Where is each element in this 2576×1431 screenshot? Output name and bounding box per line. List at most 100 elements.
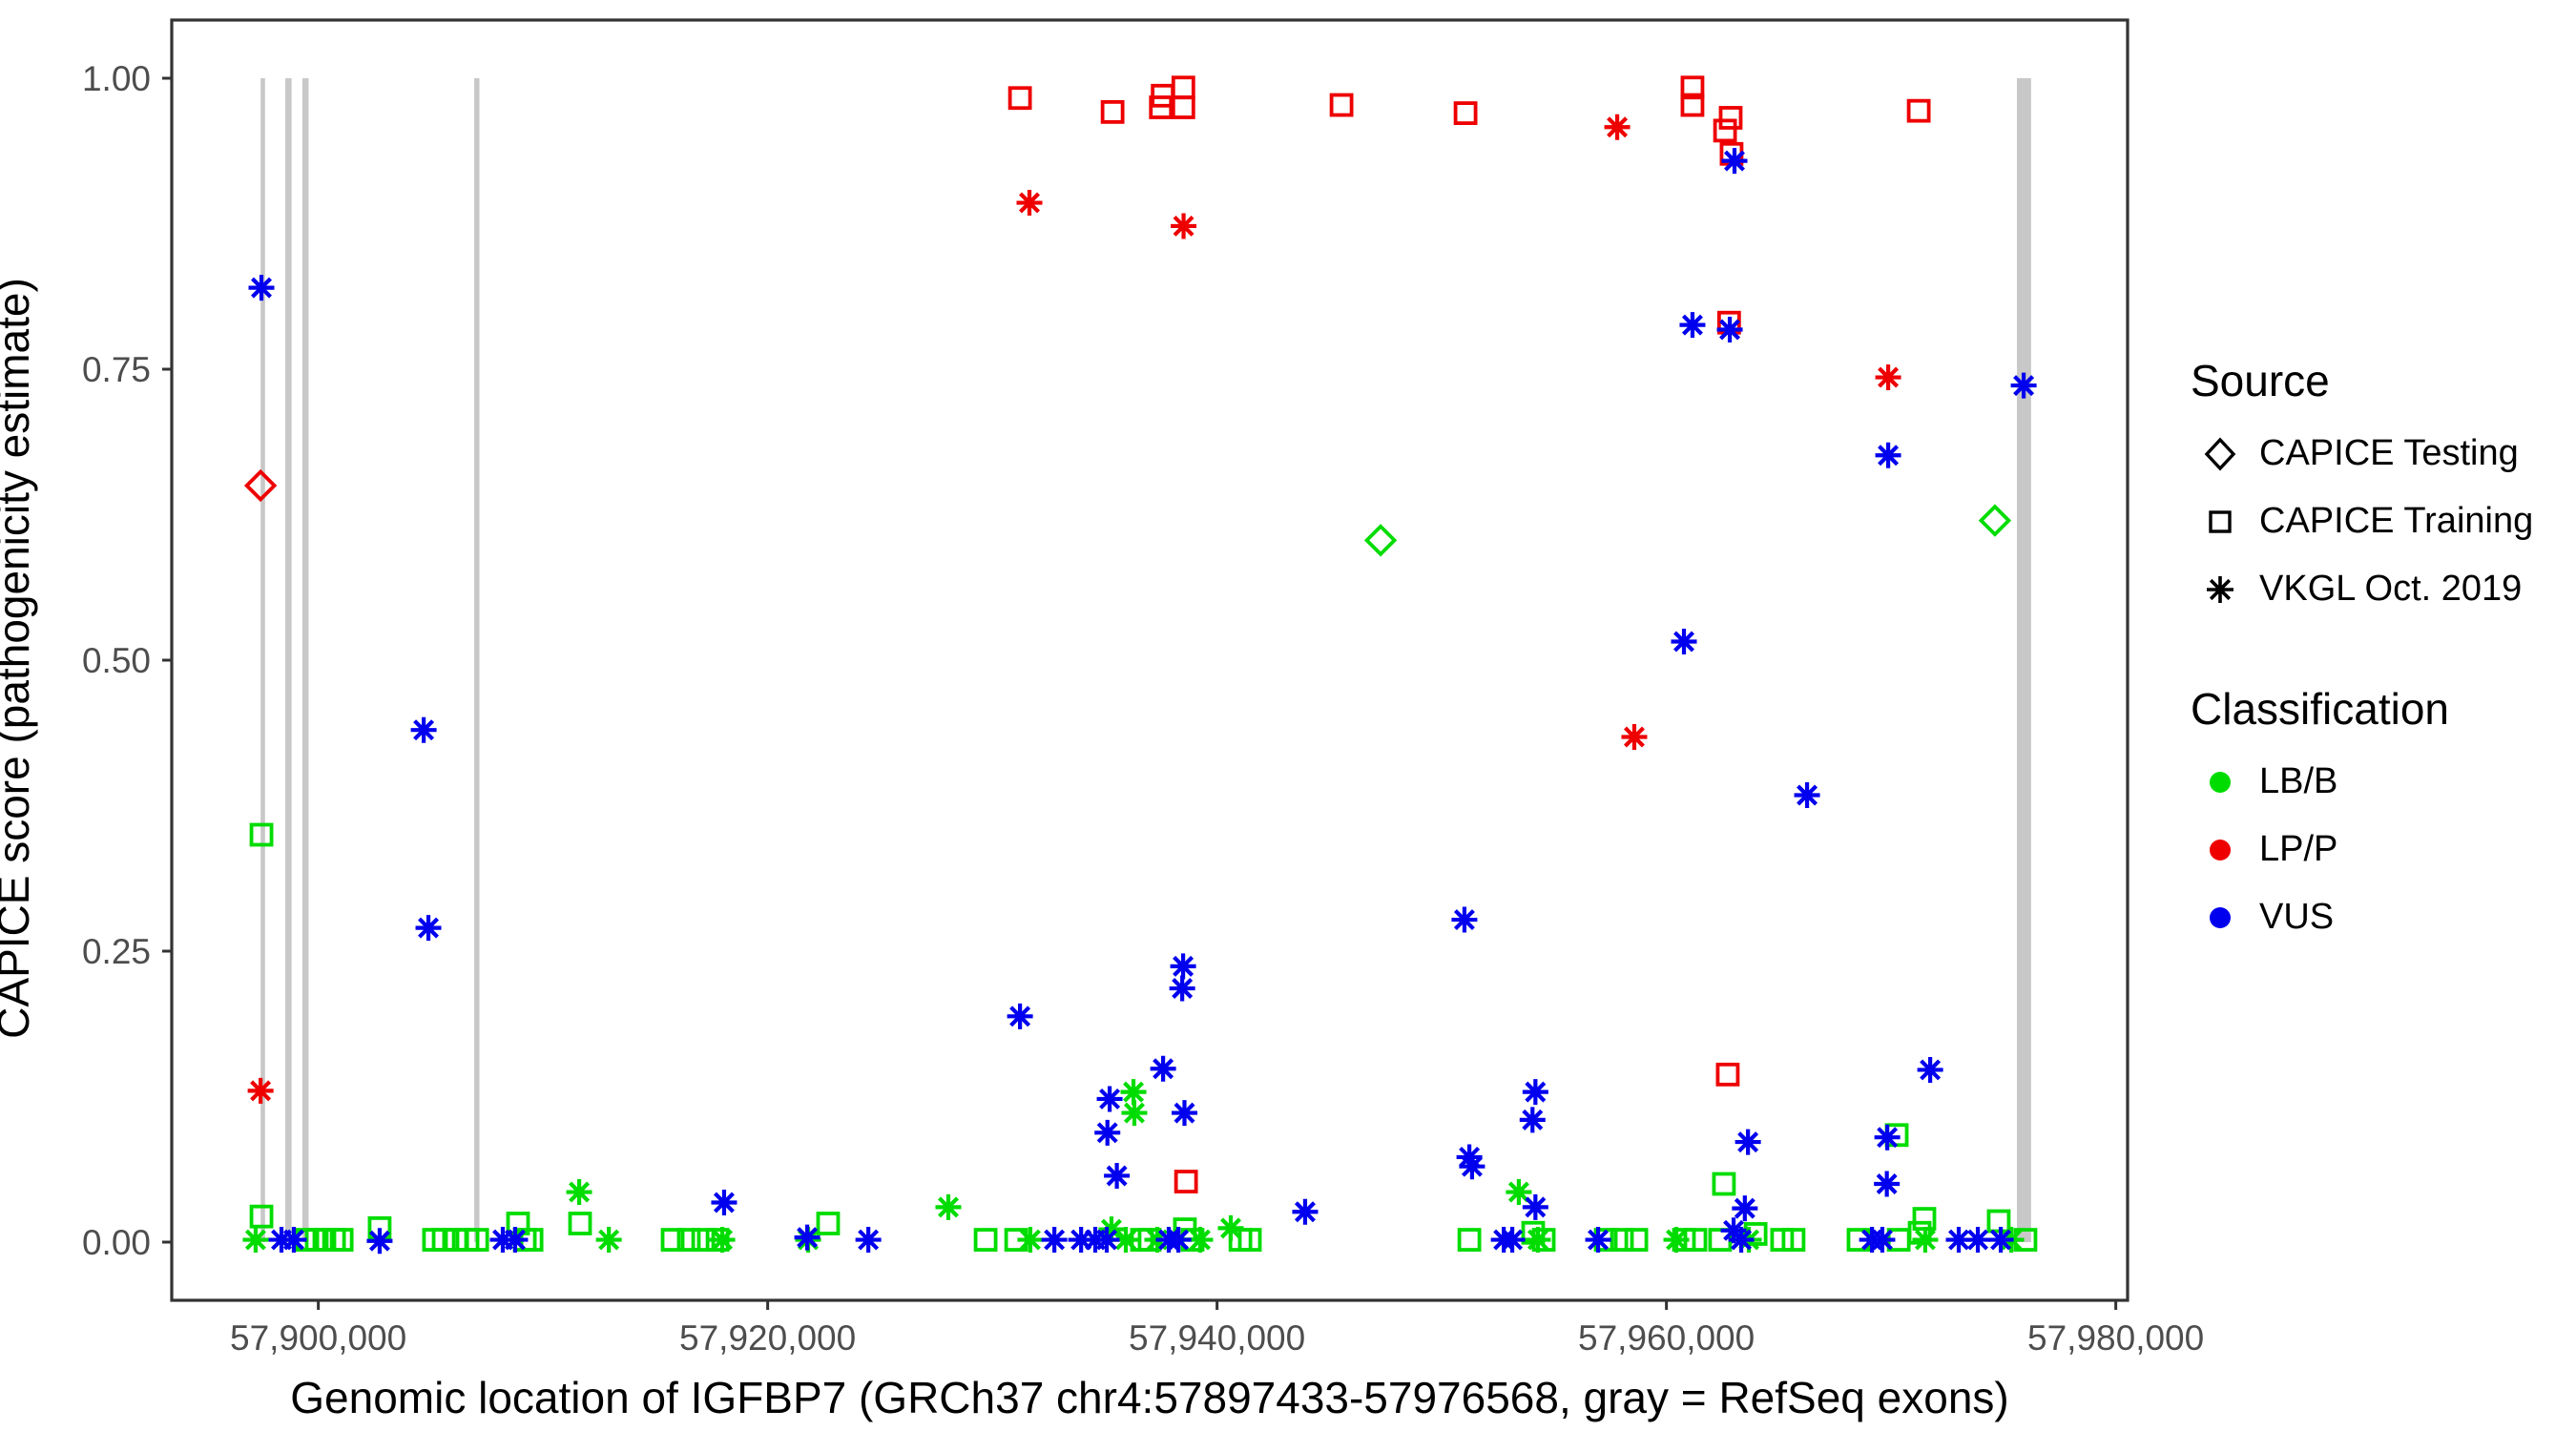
y-tick-label: 1.00 bbox=[82, 59, 151, 98]
refseq-exon-bar bbox=[2017, 78, 2031, 1242]
data-point-asterisk bbox=[410, 716, 437, 743]
data-point-square bbox=[1171, 95, 1195, 119]
data-point-square bbox=[1781, 1228, 1806, 1252]
refseq-exon-bar bbox=[474, 78, 480, 1242]
data-point-square bbox=[249, 1204, 274, 1229]
data-point-asterisk bbox=[1459, 1153, 1485, 1180]
y-tick-label: 0.25 bbox=[82, 932, 151, 971]
data-point-asterisk bbox=[1096, 1086, 1123, 1112]
legend-item-label: CAPICE Testing bbox=[2259, 433, 2519, 473]
legend-item-label: VKGL Oct. 2019 bbox=[2259, 569, 2523, 609]
data-point-square bbox=[1329, 93, 1354, 117]
data-point-square bbox=[1715, 1062, 1740, 1087]
data-point-asterisk bbox=[1721, 148, 1748, 175]
data-point-asterisk bbox=[1875, 442, 1901, 468]
data-point-asterisk bbox=[242, 1227, 269, 1254]
legend-item-lpp: LP/P bbox=[2191, 816, 2449, 883]
data-point-asterisk bbox=[1451, 906, 1478, 933]
refseq-exon-bar bbox=[285, 78, 292, 1242]
data-point-square bbox=[1906, 98, 1931, 123]
data-point-asterisk bbox=[1093, 1227, 1120, 1254]
x-axis-title: Genomic location of IGFBP7 (GRCh37 chr4:… bbox=[290, 1373, 2009, 1422]
data-point-asterisk bbox=[794, 1224, 821, 1251]
data-point-asterisk bbox=[1171, 1100, 1197, 1127]
data-point-asterisk bbox=[1522, 1079, 1548, 1106]
legend-item-vus: VUS bbox=[2191, 883, 2449, 951]
legend-item-vkgl: VKGL Oct. 2019 bbox=[2191, 555, 2533, 623]
data-point-square bbox=[676, 1228, 701, 1252]
data-point-square bbox=[1531, 1228, 1556, 1252]
data-point-square bbox=[1718, 106, 1743, 130]
data-point-asterisk bbox=[1522, 1193, 1548, 1220]
data-point-asterisk bbox=[711, 1190, 737, 1216]
y-tick-label: 0.75 bbox=[82, 350, 151, 389]
data-point-asterisk bbox=[1735, 1129, 1761, 1155]
legend-item-label: LP/P bbox=[2259, 829, 2338, 869]
red-dot-icon bbox=[2191, 829, 2250, 871]
data-point-asterisk bbox=[1728, 1227, 1755, 1254]
data-point-asterisk bbox=[1716, 317, 1743, 343]
data-point-asterisk bbox=[1094, 1119, 1121, 1146]
data-point-asterisk bbox=[415, 915, 442, 942]
data-point-square bbox=[1457, 1228, 1482, 1252]
data-point-asterisk bbox=[1679, 312, 1706, 339]
x-tick-label: 57,900,000 bbox=[230, 1318, 406, 1358]
panel-border bbox=[170, 18, 2129, 1302]
data-point-asterisk bbox=[935, 1193, 962, 1220]
diamond-outline-icon bbox=[2191, 433, 2250, 475]
data-point-square bbox=[1680, 93, 1705, 117]
data-point-square bbox=[1708, 1228, 1733, 1252]
y-tick-label: 0.00 bbox=[82, 1223, 151, 1262]
data-point-square bbox=[506, 1212, 530, 1235]
data-point-asterisk bbox=[280, 1227, 307, 1254]
data-point-asterisk bbox=[709, 1227, 736, 1254]
refseq-exon-bar bbox=[301, 78, 309, 1242]
data-point-asterisk bbox=[1499, 1227, 1526, 1254]
legend-classification: Classification LB/B LP/P VUS bbox=[2191, 683, 2449, 951]
data-point-square bbox=[1100, 99, 1125, 124]
x-tick-label: 57,920,000 bbox=[679, 1318, 856, 1358]
y-axis-title: CAPICE score (pathogenicity estimate) bbox=[0, 278, 38, 1039]
data-point-square bbox=[1683, 1228, 1708, 1252]
asterisk-icon bbox=[2191, 569, 2250, 611]
data-point-asterisk bbox=[1585, 1227, 1611, 1254]
green-dot-icon bbox=[2191, 761, 2250, 803]
data-point-square bbox=[1008, 86, 1032, 111]
data-point-asterisk bbox=[1104, 1162, 1131, 1189]
data-point-asterisk bbox=[1945, 1227, 1972, 1254]
data-point-asterisk bbox=[1506, 1179, 1532, 1206]
data-point-diamond bbox=[1363, 524, 1398, 557]
data-point-asterisk bbox=[1869, 1227, 1896, 1254]
data-point-asterisk bbox=[248, 275, 275, 301]
data-point-square bbox=[568, 1212, 592, 1235]
data-point-asterisk bbox=[1169, 975, 1195, 1002]
data-point-asterisk bbox=[2010, 372, 2037, 399]
data-point-square bbox=[1610, 1228, 1634, 1252]
data-point-square bbox=[465, 1228, 489, 1252]
data-point-asterisk bbox=[1171, 213, 1197, 239]
data-point-asterisk bbox=[1016, 190, 1043, 217]
data-point-square bbox=[1171, 75, 1195, 100]
legend-item-label: CAPICE Training bbox=[2259, 501, 2534, 541]
data-point-asterisk bbox=[1732, 1195, 1758, 1222]
data-point-asterisk bbox=[1187, 1227, 1214, 1254]
data-point-asterisk bbox=[595, 1227, 622, 1254]
data-point-asterisk bbox=[1007, 1003, 1033, 1029]
data-point-asterisk bbox=[1794, 782, 1820, 809]
data-point-square bbox=[1624, 1228, 1649, 1252]
data-point-asterisk bbox=[1170, 953, 1196, 980]
x-tick-label: 57,940,000 bbox=[1129, 1318, 1305, 1358]
data-point-asterisk bbox=[566, 1179, 592, 1206]
data-point-asterisk bbox=[1912, 1227, 1939, 1254]
data-point-asterisk bbox=[1068, 1227, 1094, 1254]
data-point-square bbox=[329, 1228, 354, 1252]
data-point-asterisk bbox=[1292, 1198, 1319, 1225]
data-point-square bbox=[973, 1228, 998, 1252]
data-point-asterisk bbox=[1671, 628, 1697, 654]
legend-item-lbb: LB/B bbox=[2191, 748, 2449, 816]
data-point-asterisk bbox=[1663, 1227, 1690, 1254]
data-point-square bbox=[1713, 118, 1737, 143]
data-point-asterisk bbox=[366, 1228, 393, 1255]
